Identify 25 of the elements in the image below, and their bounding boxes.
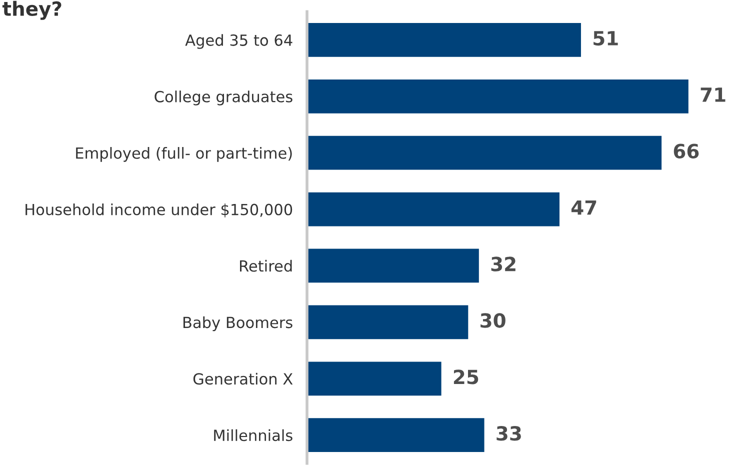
y-tick-label: Generation X [193, 372, 293, 385]
y-tick-label: Aged 35 to 64 [185, 34, 292, 49]
bar [307, 305, 468, 340]
y-tick-label: Household income under $150,000 [26, 203, 292, 218]
y-tick-label: College graduates [154, 90, 292, 106]
bar [307, 22, 581, 57]
bar [307, 362, 442, 396]
data-label: 25 [454, 370, 478, 384]
data-label: 30 [480, 313, 506, 328]
bar [307, 418, 484, 452]
y-tick-label: Retired [240, 260, 292, 272]
text: they? [2, 0, 62, 20]
y-tick-label: Employed (full- or part-time) [76, 147, 292, 162]
bar [307, 192, 560, 226]
data-label: 66 [674, 144, 699, 158]
y-tick-label: Baby Boomers [183, 316, 292, 332]
bar [307, 79, 688, 114]
y-tick-label: Millennials [214, 429, 292, 442]
data-label: 32 [491, 256, 516, 272]
bar [307, 248, 479, 283]
data-label: 51 [594, 31, 618, 46]
data-label: 33 [496, 426, 521, 441]
bar [307, 136, 662, 170]
data-label: 47 [571, 200, 596, 215]
data-label: 71 [700, 88, 726, 102]
